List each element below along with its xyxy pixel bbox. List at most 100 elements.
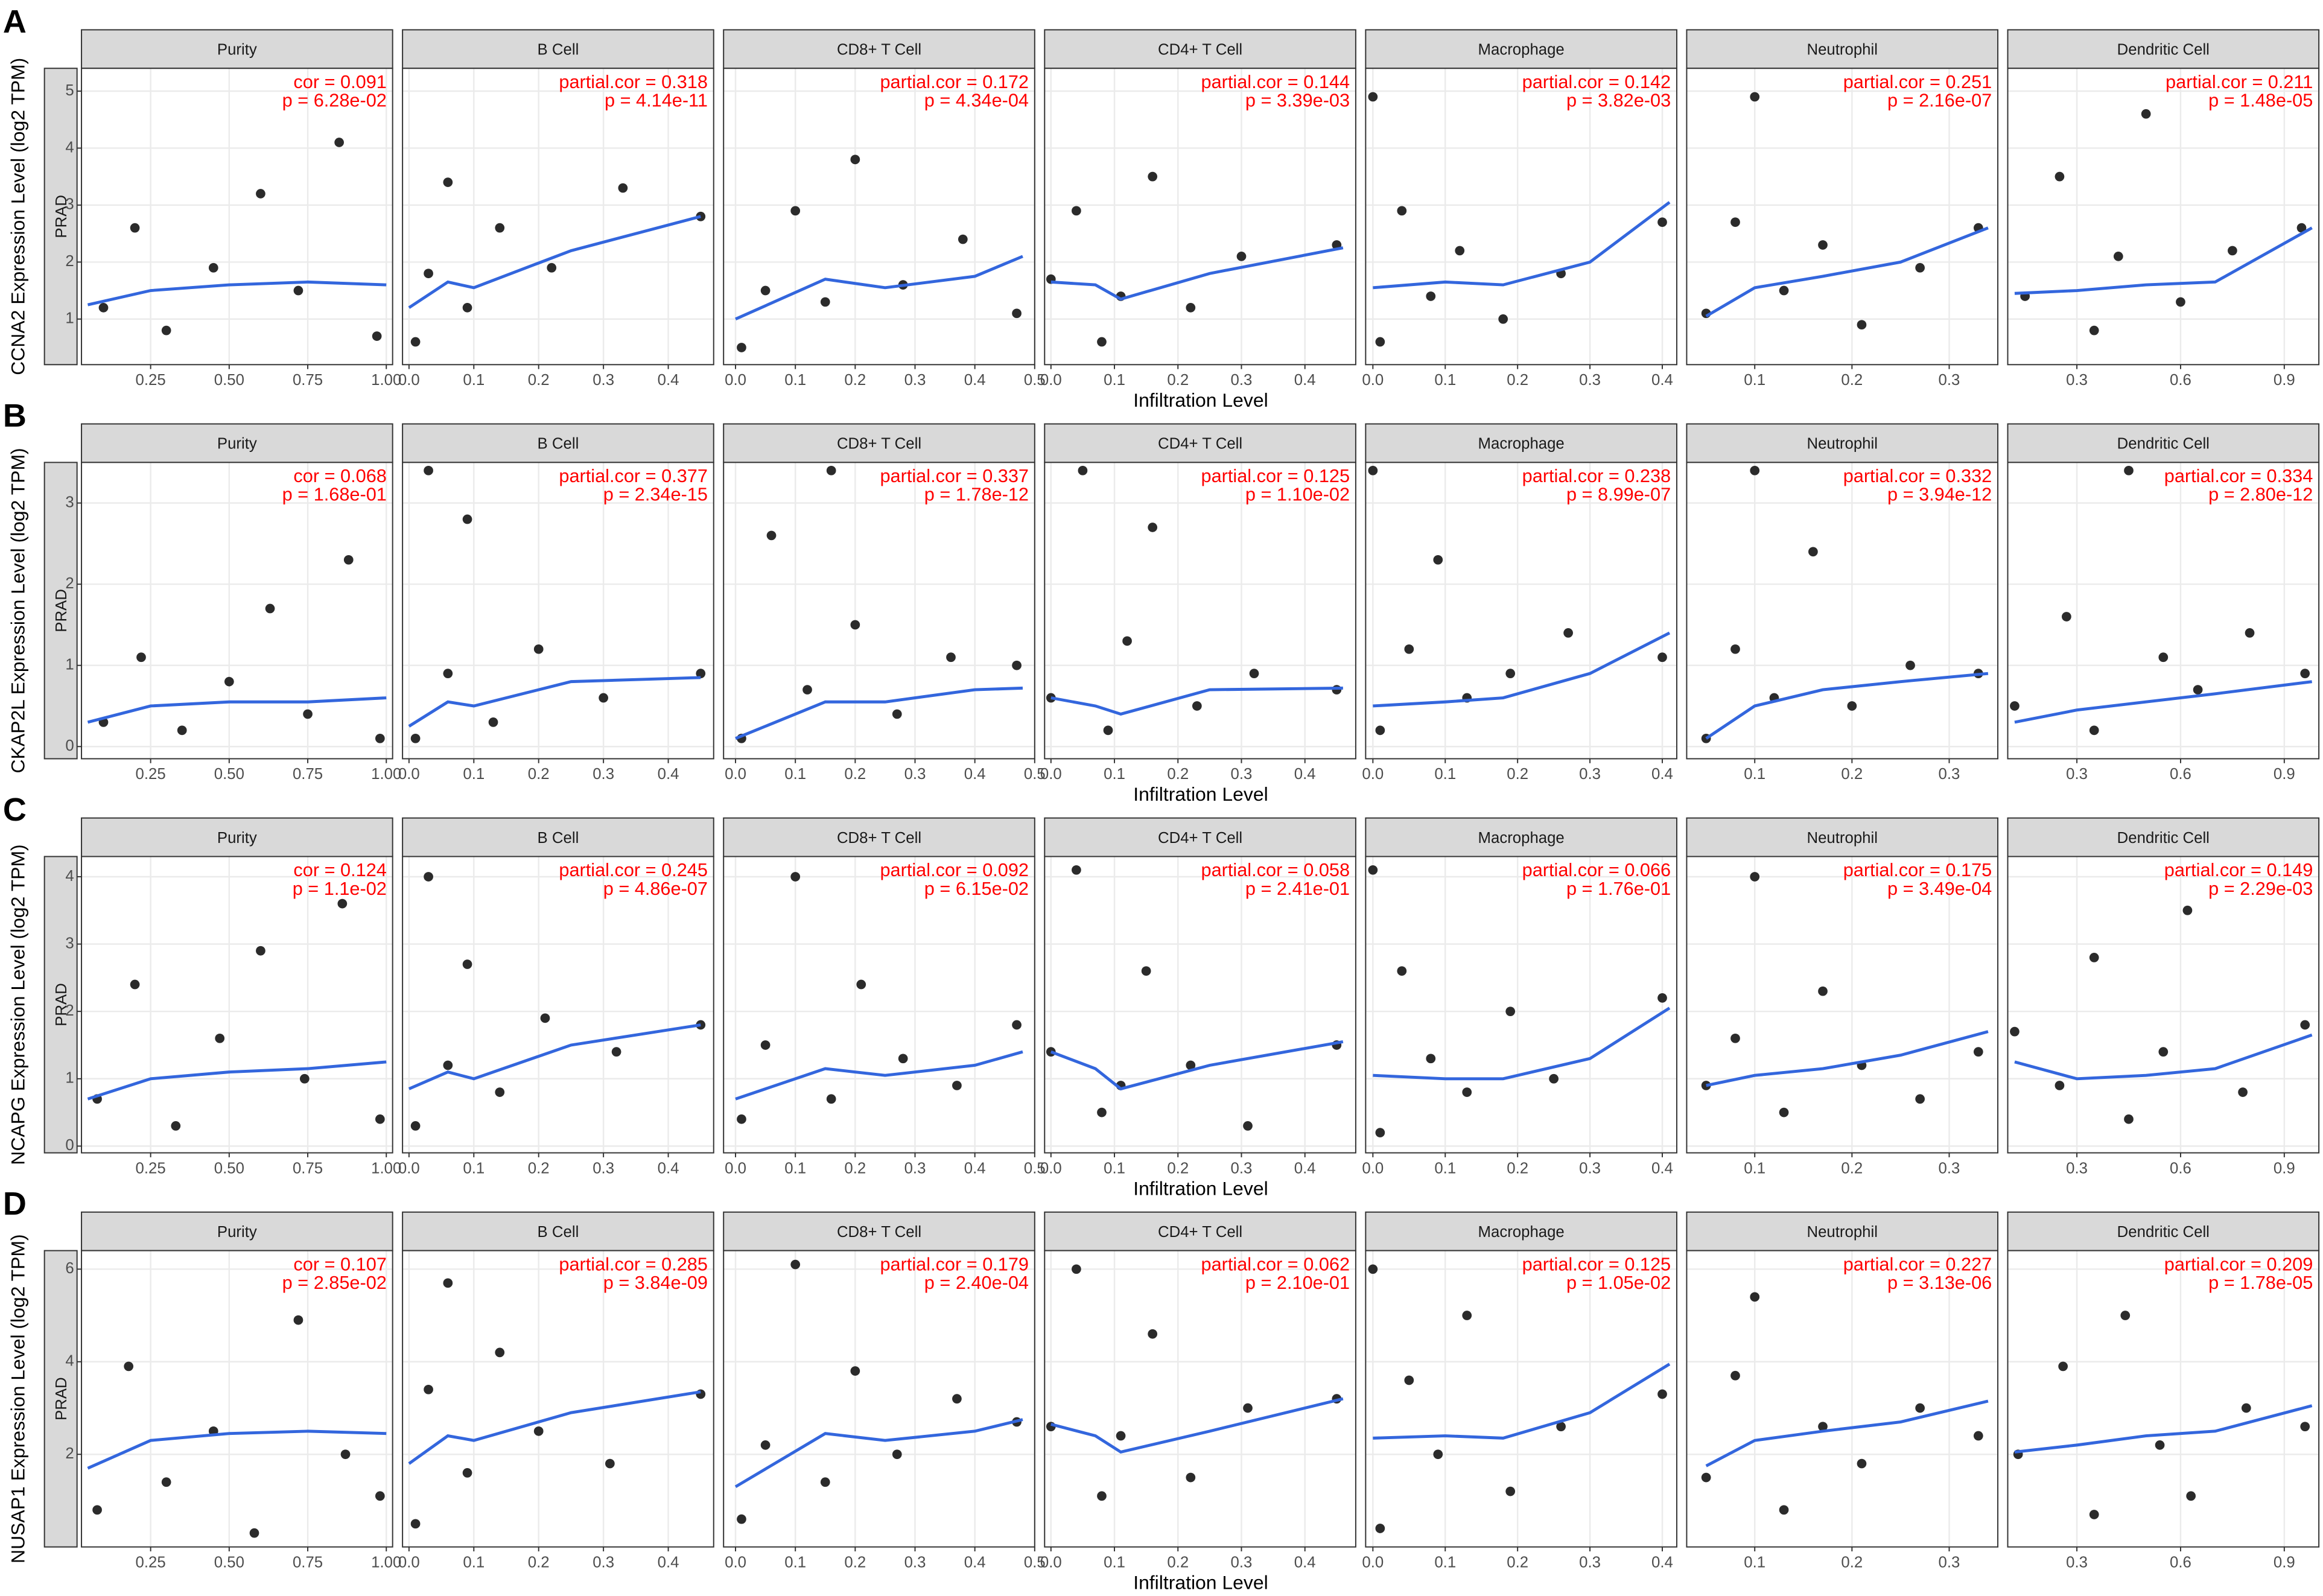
point (2089, 953, 2099, 962)
point (737, 1514, 746, 1524)
point (696, 211, 706, 221)
fit-line (2014, 226, 2313, 295)
point (2089, 1510, 2099, 1519)
panel-strip (1365, 423, 1677, 463)
plot-area (723, 856, 1035, 1153)
y-tick-label: 2 (65, 1445, 74, 1462)
x-axis-title: Infiltration Level (1133, 389, 1268, 411)
point (2241, 1403, 2251, 1413)
annotation: partial.cor = 0.092 (880, 859, 1029, 880)
point (1148, 171, 1158, 182)
x-tick-label: 0.75 (293, 766, 323, 783)
point (2186, 1491, 2196, 1501)
point (1701, 1081, 1711, 1090)
y-tick-label: 6 (65, 1260, 74, 1277)
x-tick-label: 0.0 (398, 1160, 420, 1177)
x-tick-label: 0.9 (2274, 1160, 2295, 1177)
point (375, 1114, 385, 1124)
panel-border (81, 68, 393, 366)
annotation: p = 2.80e-12 (2208, 484, 2313, 505)
annotation: partial.cor = 0.285 (559, 1253, 708, 1274)
plot-area (1365, 1250, 1677, 1547)
annotation: p = 4.34e-04 (924, 90, 1029, 111)
point (1078, 465, 1088, 475)
annotation: p = 1.76e-01 (1566, 878, 1671, 899)
point (737, 1114, 746, 1124)
point (946, 652, 956, 663)
fit-line (408, 1023, 701, 1090)
annotation: cor = 0.124 (293, 859, 386, 880)
panel-title: Macrophage (1478, 436, 1565, 453)
point (1563, 628, 1573, 638)
point (124, 1361, 134, 1372)
point (1012, 308, 1022, 319)
fit-line (87, 1060, 387, 1101)
point (1186, 303, 1196, 313)
point (136, 652, 146, 663)
panel-border (1044, 1250, 1356, 1548)
point (1505, 1006, 1516, 1017)
point (161, 1477, 171, 1487)
x-tick-label: 0.1 (463, 766, 485, 783)
point (1750, 872, 1760, 882)
point (2300, 1422, 2310, 1432)
x-tick-label: 0.2 (1507, 766, 1528, 783)
point (2062, 612, 2071, 622)
x-tick-label: 0.4 (964, 1554, 986, 1571)
panel-border (1686, 1250, 1999, 1548)
panel-strip (81, 29, 393, 69)
x-tick-label: 0.2 (844, 1554, 866, 1571)
annotation: partial.cor = 0.179 (880, 1253, 1029, 1274)
annotation: partial.cor = 0.125 (1201, 465, 1350, 486)
point (171, 1121, 181, 1131)
fit-line (735, 1050, 1023, 1101)
x-tick-label: 0.2 (1167, 766, 1189, 783)
panel-title: Macrophage (1478, 42, 1565, 59)
x-tick-label: 1.00 (371, 372, 401, 389)
point (1730, 644, 1740, 654)
point (1433, 555, 1443, 565)
plot-area (2007, 462, 2319, 759)
point (1186, 1060, 1196, 1070)
x-tick-label: 0.2 (844, 766, 866, 783)
point (790, 1259, 801, 1270)
x-tick-label: 0.3 (904, 372, 926, 389)
x-tick-label: 0.0 (725, 766, 746, 783)
y-tick-label: 3 (65, 935, 74, 952)
x-tick-label: 0.1 (1104, 766, 1125, 783)
panel-title: CD8+ T Cell (837, 830, 921, 847)
point (1375, 337, 1385, 347)
x-tick-label: 0.2 (1167, 1554, 1189, 1571)
x-tick-label: 0.4 (658, 1554, 679, 1571)
point (2176, 297, 2185, 307)
x-tick-label: 0.2 (1841, 1554, 1863, 1571)
x-tick-label: 0.1 (784, 766, 806, 783)
point (130, 223, 140, 233)
point (256, 946, 265, 956)
panel-title: CD4+ T Cell (1158, 830, 1242, 847)
point (1072, 206, 1081, 216)
panel-title: CD4+ T Cell (1158, 42, 1242, 59)
y-tick-label: 1 (65, 657, 74, 673)
x-tick-label: 0.5 (1024, 766, 1046, 783)
panel-title: B Cell (538, 436, 579, 453)
panel-title: Macrophage (1478, 830, 1565, 847)
fit-line (1050, 1397, 1344, 1454)
x-axis-title: Infiltration Level (1133, 1177, 1268, 1199)
panel-strip (1365, 1211, 1677, 1251)
point (1103, 725, 1113, 736)
annotation: partial.cor = 0.245 (559, 859, 708, 880)
x-tick-label: 0.2 (1507, 1554, 1528, 1571)
x-tick-label: 0.0 (725, 372, 746, 389)
x-tick-label: 0.1 (784, 372, 806, 389)
plot-area (81, 1250, 393, 1547)
fit-line (87, 280, 387, 307)
point (2054, 1081, 2065, 1090)
x-tick-label: 0.5 (1024, 372, 1046, 389)
point (208, 262, 218, 273)
panel-title: B Cell (538, 830, 579, 847)
x-tick-label: 0.3 (1939, 1160, 1960, 1177)
x-tick-label: 0.1 (1744, 1554, 1765, 1571)
panel-title: B Cell (538, 42, 579, 59)
panel-title: Dendritic Cell (2117, 830, 2210, 847)
